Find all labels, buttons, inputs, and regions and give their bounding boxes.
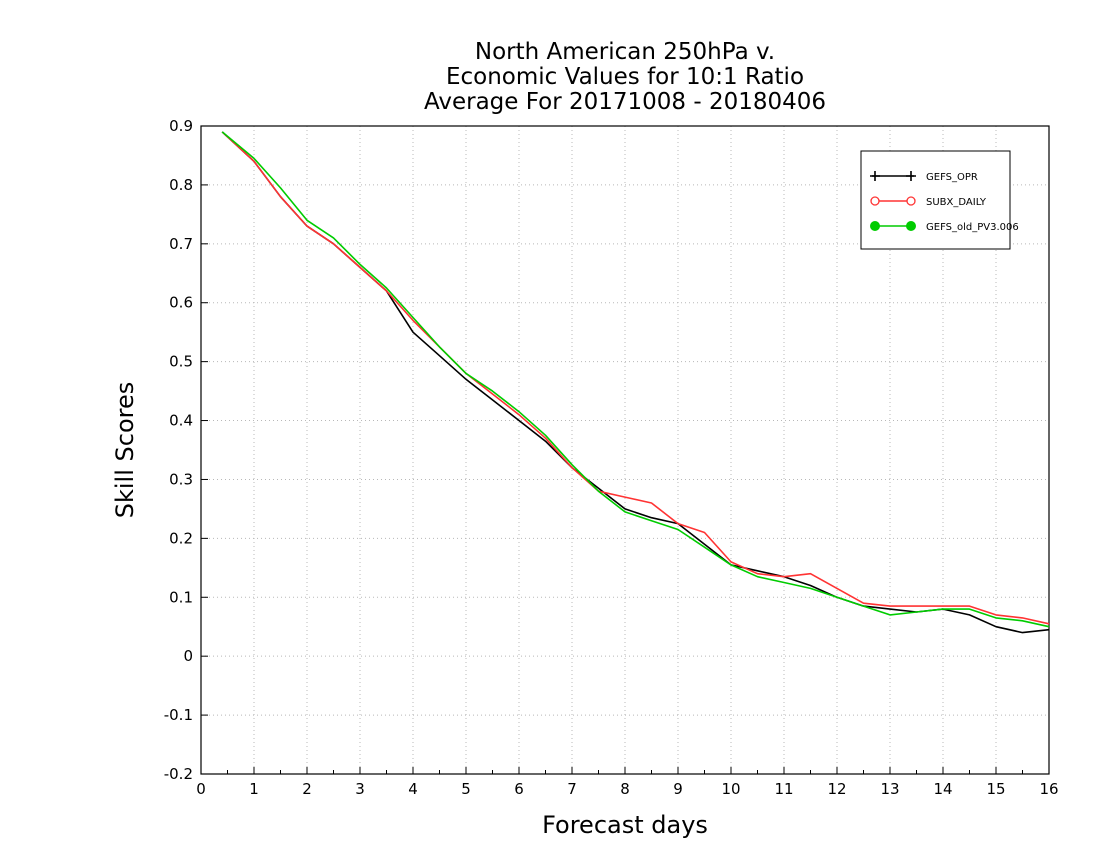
- legend-marker-open-circle: [906, 196, 916, 206]
- x-tick-label: 16: [1039, 780, 1058, 798]
- x-tick-label: 4: [408, 780, 418, 798]
- legend-label: GEFS_OPR: [926, 172, 978, 183]
- legend-label: GEFS_old_PV3.006: [926, 222, 1019, 233]
- grid-layer: [201, 126, 1049, 774]
- x-tick-label: 5: [461, 780, 471, 798]
- tick-layer: 0 1 2 3 4 5 6 7 8 9 10 11 12 13 14 15 16-0.2-0.100.10.20…: [164, 117, 1059, 798]
- y-tick-label: 0.1: [169, 588, 193, 606]
- series-line-gefs-old-pv3-006: [221, 131, 1050, 628]
- x-tick-label: 7: [567, 780, 577, 798]
- legend: GEFS_OPR SUBX_DAILY GEFS_old_PV3.006: [860, 150, 1019, 250]
- x-tick-label: 2: [302, 780, 312, 798]
- series-layer: [221, 131, 1050, 634]
- x-tick-label: 15: [986, 780, 1005, 798]
- legend-marker-open-circle: [870, 196, 880, 206]
- chart-title: North American 250hPa v. Economic Values…: [424, 39, 826, 115]
- chart-title-line-1: North American 250hPa v.: [475, 39, 775, 65]
- x-axis-label: Forecast days: [542, 811, 708, 839]
- legend-label: SUBX_DAILY: [926, 197, 987, 208]
- y-tick-label: 0.2: [169, 529, 193, 547]
- y-tick-label: -0.2: [164, 765, 193, 783]
- y-tick-label: 0.8: [169, 176, 193, 194]
- y-tick-label: -0.1: [164, 706, 193, 724]
- x-tick-label: 9: [673, 780, 683, 798]
- chart-title-line-3: Average For 20171008 - 20180406: [424, 89, 826, 115]
- y-tick-label: 0: [183, 647, 193, 665]
- legend-marker-filled-circle: [870, 221, 880, 231]
- legend-item-gefs-old-pv3-006: GEFS_old_PV3.006: [870, 221, 1019, 233]
- y-tick-label: 0.9: [169, 117, 193, 135]
- legend-marker-plus: [870, 171, 880, 181]
- legend-item-subx-daily: SUBX_DAILY: [870, 196, 987, 208]
- legend-items: GEFS_OPR SUBX_DAILY GEFS_old_PV3.006: [870, 171, 1019, 233]
- series-line-subx-daily: [221, 131, 1050, 625]
- y-tick-label: 0.4: [169, 412, 193, 430]
- x-tick-label: 6: [514, 780, 524, 798]
- x-tick-label: 0: [196, 780, 206, 798]
- x-tick-label: 11: [774, 780, 793, 798]
- x-tick-label: 12: [827, 780, 846, 798]
- x-tick-label: 14: [933, 780, 952, 798]
- x-tick-label: 8: [620, 780, 630, 798]
- legend-item-gefs-opr: GEFS_OPR: [870, 171, 978, 183]
- y-tick-label: 0.7: [169, 235, 193, 253]
- legend-marker-plus: [906, 171, 916, 181]
- y-tick-label: 0.6: [169, 294, 193, 312]
- y-axis-label: Skill Scores: [111, 382, 139, 519]
- y-tick-label: 0.5: [169, 353, 193, 371]
- y-tick-label: 0.3: [169, 470, 193, 488]
- legend-marker-filled-circle: [906, 221, 916, 231]
- x-tick-label: 10: [721, 780, 740, 798]
- chart-title-line-2: Economic Values for 10:1 Ratio: [446, 64, 804, 90]
- x-tick-label: 3: [355, 780, 365, 798]
- x-tick-label: 1: [249, 780, 259, 798]
- x-tick-label: 13: [880, 780, 899, 798]
- legend-box: [860, 150, 1011, 250]
